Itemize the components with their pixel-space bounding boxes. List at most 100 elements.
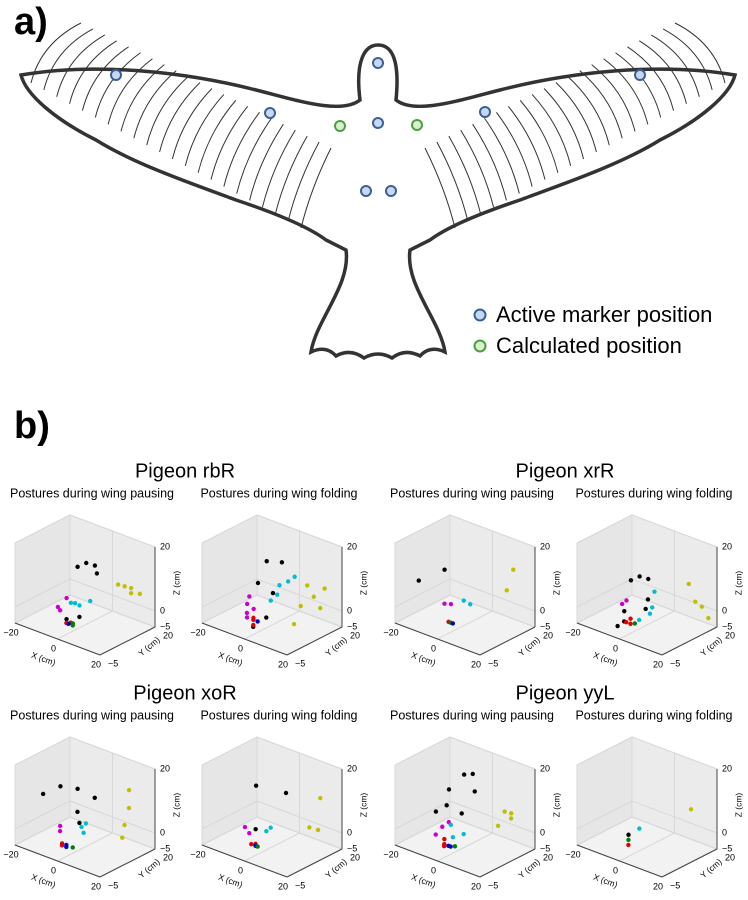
legend-swatch [475, 341, 486, 352]
data-point [264, 615, 268, 619]
data-point [116, 582, 120, 586]
data-point [624, 598, 628, 602]
plot-subtitle: Postures during wing folding [575, 486, 732, 500]
x-tick-label: −20 [190, 627, 205, 637]
active-marker [480, 107, 490, 117]
z-tick-label: −5 [540, 621, 550, 631]
data-point [461, 832, 465, 836]
data-point [41, 792, 45, 796]
data-point [75, 787, 79, 791]
data-point [444, 803, 448, 807]
data-point [473, 789, 477, 793]
y-axis-label: Y (cm) [136, 634, 162, 658]
data-point [245, 602, 249, 606]
data-point [71, 845, 75, 849]
z-tick-label: −5 [540, 843, 550, 853]
plot-subtitle: Postures during wing folding [200, 486, 357, 500]
data-point [624, 620, 628, 624]
y-tick-label: 20 [350, 852, 360, 862]
data-point [277, 583, 281, 587]
data-point [440, 825, 444, 829]
plot-subtitle: Postures during wing pausing [10, 708, 174, 722]
data-point [322, 586, 326, 590]
data-point [442, 837, 446, 841]
data-point [247, 831, 251, 835]
pigeon-title: Pigeon xrR [516, 460, 615, 482]
data-point [269, 598, 273, 602]
data-point [120, 835, 124, 839]
y-axis-label: Y (cm) [323, 634, 349, 658]
data-point [58, 824, 62, 828]
data-point [255, 844, 259, 848]
z-axis-label: Z (cm) [551, 571, 561, 596]
plot-subtitle: Postures during wing folding [200, 708, 357, 722]
data-point [689, 807, 693, 811]
z-axis-label: Z (cm) [733, 571, 743, 596]
data-point [633, 621, 637, 625]
data-point [468, 602, 472, 606]
data-point [292, 622, 296, 626]
data-point [84, 821, 88, 825]
x-tick-label: −20 [383, 627, 398, 637]
data-point [318, 796, 322, 800]
data-point [245, 615, 249, 619]
calculated-marker [335, 121, 345, 131]
data-point [650, 605, 654, 609]
data-point [442, 844, 446, 848]
data-point [251, 623, 255, 627]
data-point [646, 597, 650, 601]
pigeon-title: Pigeon rbR [135, 460, 235, 482]
x-tick-label: 20 [91, 659, 101, 669]
y-axis-label: Y (cm) [516, 856, 542, 880]
x-tick-label: 20 [471, 659, 481, 669]
data-point [628, 622, 632, 626]
data-point [77, 603, 81, 607]
x-tick-label: −20 [565, 849, 580, 859]
data-point [251, 607, 255, 611]
x-tick-label: −20 [190, 849, 205, 859]
z-tick-label: 0 [160, 827, 165, 837]
data-point [511, 568, 515, 572]
data-point [505, 588, 509, 592]
data-point [509, 811, 513, 815]
x-tick-label: −20 [3, 627, 18, 637]
y-tick-label: −5 [108, 658, 118, 668]
pigeon-title: Pigeon yyL [516, 682, 615, 704]
data-point [628, 616, 632, 620]
data-point [75, 565, 79, 569]
data-point [622, 609, 626, 613]
data-point [77, 821, 81, 825]
data-point [284, 791, 288, 795]
y-tick-label: 20 [543, 630, 553, 640]
y-tick-label: 20 [725, 630, 735, 640]
data-point [127, 806, 131, 810]
data-point [305, 583, 309, 587]
active-marker [635, 70, 645, 80]
data-point [434, 809, 438, 813]
x-tick-label: 0 [431, 643, 436, 653]
y-tick-label: −5 [108, 880, 118, 890]
z-axis-label: Z (cm) [551, 793, 561, 818]
plot-subtitle: Postures during wing pausing [390, 486, 554, 500]
data-point [243, 825, 247, 829]
data-point [318, 606, 322, 610]
z-tick-label: 0 [347, 605, 352, 615]
data-point [626, 833, 630, 837]
data-point [449, 602, 453, 606]
legend-label: Calculated position [496, 333, 682, 358]
data-point [307, 825, 311, 829]
z-tick-label: 0 [722, 827, 727, 837]
z-tick-label: −5 [722, 843, 732, 853]
z-tick-label: 0 [722, 605, 727, 615]
calculated-marker [412, 120, 422, 130]
data-point [462, 772, 466, 776]
active-marker [265, 108, 275, 118]
data-point [75, 810, 79, 814]
data-point [693, 600, 697, 604]
x-tick-label: 20 [653, 881, 663, 891]
data-point [245, 611, 249, 615]
data-point [58, 784, 62, 788]
active-marker [361, 186, 371, 196]
panel-label: b) [14, 405, 50, 447]
data-point [93, 796, 97, 800]
